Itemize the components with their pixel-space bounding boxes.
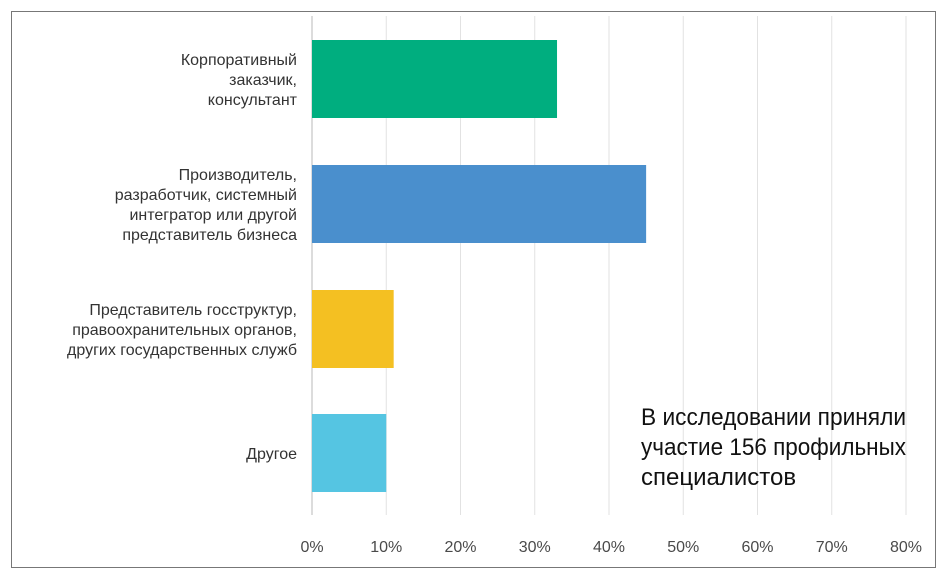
x-tick-label: 80% [890, 539, 922, 556]
bar [312, 290, 394, 368]
bar [312, 165, 647, 243]
x-tick-label: 0% [300, 539, 323, 556]
category-label: Другое [246, 446, 297, 463]
x-tick-label: 50% [667, 539, 699, 556]
category-labels: Корпоративный заказчик, консультант Произво… [67, 52, 298, 463]
bars [312, 40, 647, 492]
x-tick-labels: 0% 10% 20% 30% 40% 50% 60% 70% 80% [300, 539, 922, 556]
x-tick-label: 60% [741, 539, 773, 556]
bar [312, 40, 558, 118]
annotation-text: В исследовании приняли участие 156 профил… [641, 404, 906, 491]
bar [312, 414, 387, 492]
annotation: В исследовании приняли участие 156 профил… [641, 404, 906, 491]
x-tick-label: 20% [444, 539, 476, 556]
category-label: Корпоративный заказчик, консультант [181, 52, 298, 109]
x-tick-label: 40% [593, 539, 625, 556]
x-tick-label: 10% [370, 539, 402, 556]
category-label: Представитель госструктур, правоохранител… [67, 302, 297, 359]
x-tick-label: 30% [519, 539, 551, 556]
category-label: Производитель, разработчик, системный инте… [115, 167, 297, 244]
x-tick-label: 70% [816, 539, 848, 556]
